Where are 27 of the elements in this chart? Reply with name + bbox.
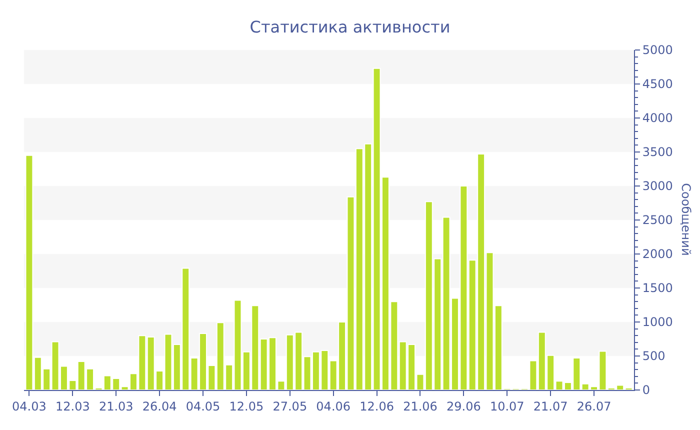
x-tick-label: 12.03 <box>55 399 90 414</box>
x-tick-label: 26.04 <box>142 399 177 414</box>
x-tick-label: 04.05 <box>186 399 220 414</box>
chart-title: Статистика активности <box>250 18 450 37</box>
y-tick-label: 500 <box>642 349 666 364</box>
x-tick-label: 21.06 <box>403 399 438 414</box>
y-tick-label: 4500 <box>642 77 673 92</box>
y-tick-label: 2500 <box>642 213 673 228</box>
x-tick-label: 21.07 <box>533 399 568 414</box>
y-axis-title: Сообщений <box>678 183 693 256</box>
x-tick-label: 10.07 <box>490 399 524 414</box>
y-tick-label: 5000 <box>642 43 673 58</box>
y-tick-label: 1000 <box>642 315 673 330</box>
x-tick-label: 12.05 <box>229 399 264 414</box>
y-tick-label: 2000 <box>642 247 673 262</box>
x-tick-label: 27.05 <box>272 399 308 414</box>
x-tick-label: 29.06 <box>446 399 481 414</box>
x-tick-label: 26.07 <box>576 399 612 414</box>
x-tick-label: 21.03 <box>98 399 134 414</box>
y-tick-label: 4000 <box>642 111 673 126</box>
y-tick-label: 0 <box>642 383 650 398</box>
y-tick-label: 3500 <box>642 145 673 160</box>
x-tick-label: 04.03 <box>12 399 46 414</box>
y-tick-label: 1500 <box>642 281 673 296</box>
x-tick-label: 04.06 <box>316 399 351 414</box>
x-tick-label: 12.06 <box>360 399 394 414</box>
y-tick-label: 3000 <box>642 179 673 194</box>
